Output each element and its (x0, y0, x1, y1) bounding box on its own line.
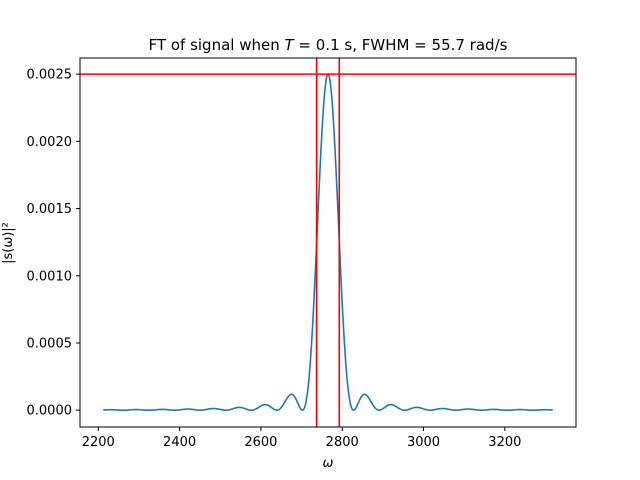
title-prefix: FT of signal when (149, 36, 285, 54)
x-tick-label: 2200 (82, 435, 115, 450)
axis-ticks: 2200 2400 2600 2800 3000 3200 0.0000 0.0005 0.00… (27, 68, 522, 450)
x-tick-label: 3000 (407, 435, 440, 450)
y-tick-label: 0.0010 (27, 269, 73, 284)
x-tick-label: 3200 (488, 435, 521, 450)
title-suffix: = 0.1 s, FWHM = 55.7 rad/s (294, 36, 508, 54)
x-axis-label: ω (323, 456, 334, 471)
axes-frame (79, 57, 577, 428)
y-tick-label: 0.0025 (27, 68, 73, 83)
y-axis-label: |s(ω)|² (1, 222, 16, 264)
y-tick-label: 0.0015 (27, 202, 73, 217)
y-tick-label: 0.0005 (27, 336, 73, 351)
plot-area (79, 57, 577, 428)
chart-title: FT of signal when T = 0.1 s, FWHM = 55.7… (149, 36, 508, 54)
x-tick-label: 2800 (326, 435, 359, 450)
y-tick-label: 0.0020 (27, 135, 73, 150)
x-tick-label: 2600 (244, 435, 277, 450)
x-tick-label: 2400 (163, 435, 196, 450)
y-tick-label: 0.0000 (27, 404, 73, 419)
title-variable: T (284, 36, 295, 54)
